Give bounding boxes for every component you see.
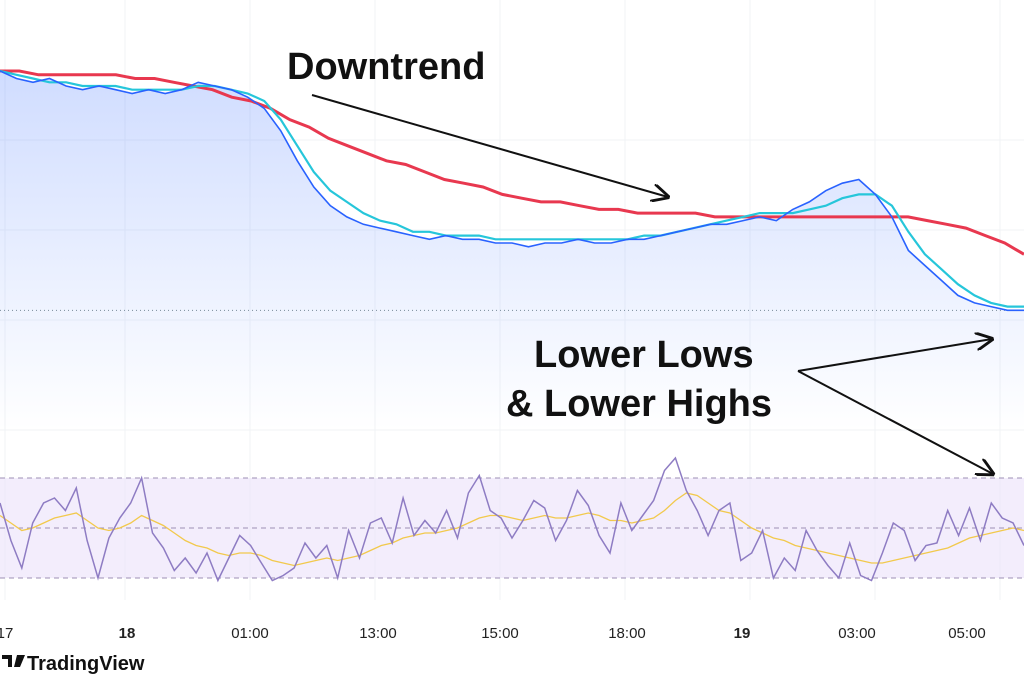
tradingview-logo-text: TradingView <box>27 653 145 675</box>
x-tick-label: 03:00 <box>838 625 876 642</box>
oscillator-signal-line <box>0 492 1024 567</box>
x-tick-label: 13:00 <box>359 625 397 642</box>
slow-moving-average-line <box>0 69 1024 256</box>
lower-lows-arrow <box>797 339 992 372</box>
x-tick-label: 05:00 <box>948 625 986 642</box>
annotation-lower-highs: & Lower Highs <box>506 383 772 425</box>
annotation-lower-lows: Lower Lows <box>534 334 754 376</box>
fast-moving-average-line <box>0 69 1024 308</box>
downtrend-arrow <box>311 94 668 197</box>
x-tick-label: 15:00 <box>481 625 519 642</box>
oscillator-line <box>0 456 1024 583</box>
x-tick-label: 01:00 <box>231 625 269 642</box>
price-line <box>0 70 1024 312</box>
x-tick-label: 18 <box>119 625 136 642</box>
annotation-downtrend: Downtrend <box>287 46 485 88</box>
x-tick-label: 18:00 <box>608 625 646 642</box>
x-tick-label: 19 <box>734 625 751 642</box>
tradingview-logo-icon <box>2 655 25 667</box>
x-tick-label: 17 <box>0 625 13 642</box>
x-axis: 17 18 01:00 13:00 15:00 18:00 19 03:00 05:00 <box>0 625 986 642</box>
tradingview-logo: TradingView <box>2 653 145 675</box>
price-area-fill <box>0 71 1024 430</box>
lower-highs-arrow <box>797 370 993 474</box>
